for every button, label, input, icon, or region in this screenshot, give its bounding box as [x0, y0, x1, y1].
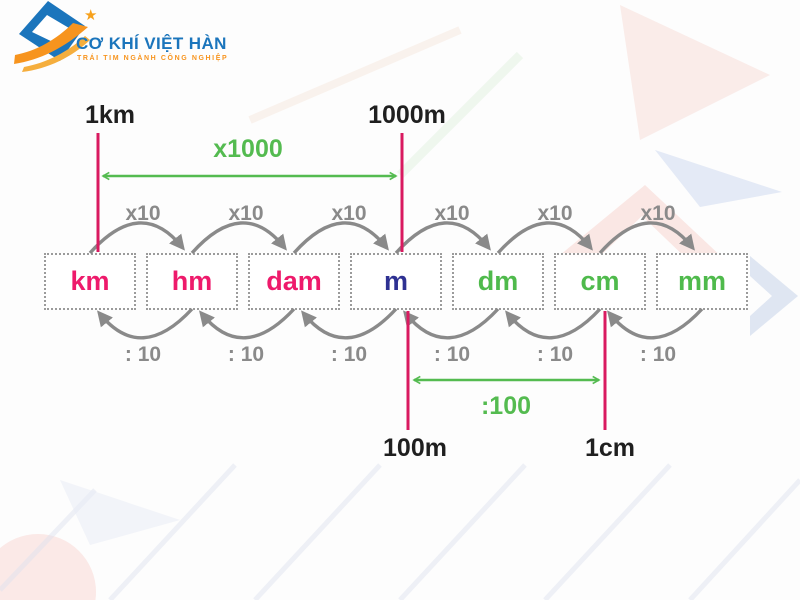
annotation-1km: 1km: [84, 101, 136, 129]
divide-10-label: : 10: [227, 343, 265, 366]
multiply-10-label: x10: [640, 202, 676, 225]
multiply-10-label: x10: [228, 202, 264, 225]
divide-10-label: : 10: [639, 343, 677, 366]
brand-logo: ★ CƠ KHÍ VIỆT HÀN TRÁI TIM NGÀNH CÔNG NG…: [12, 0, 262, 76]
decor-pencil-lines: [0, 463, 800, 600]
divide-10-label: : 10: [330, 343, 368, 366]
unit-box-m: m: [350, 253, 442, 310]
multiply-10-label: x10: [331, 202, 367, 225]
decor-circle-pink: [0, 534, 96, 600]
annotation-1000m: 1000m: [368, 101, 446, 129]
divide-10-label: : 10: [433, 343, 471, 366]
multiply-10-label: x10: [537, 202, 573, 225]
divide-10-label: : 10: [536, 343, 574, 366]
unit-label: dm: [477, 266, 519, 296]
unit-label: cm: [580, 266, 620, 296]
annotation-1cm: 1cm: [584, 434, 636, 462]
decor-triangle-gray: [60, 480, 180, 545]
annotation-100m: 100m: [383, 434, 447, 462]
decor-chevron-blue: [750, 256, 798, 336]
unit-box-hm: hm: [146, 253, 238, 310]
unit-label: dam: [266, 266, 322, 296]
divide-arc-icons: [97, 307, 704, 340]
unit-box-km: km: [44, 253, 136, 310]
multiply-10-label: x10: [434, 202, 470, 225]
decor-triangle-blue: [655, 150, 782, 207]
unit-box-mm: mm: [656, 253, 748, 310]
unit-box-cm: cm: [554, 253, 646, 310]
brand-name: CƠ KHÍ VIỆT HÀN: [76, 34, 227, 53]
annotation-div100: :100: [480, 392, 532, 420]
star-icon: ★: [84, 7, 98, 24]
unit-label: hm: [171, 266, 213, 296]
unit-box-dam: dam: [248, 253, 340, 310]
brand-logo-icon: [14, 1, 90, 72]
multiply-arc-icons: [88, 221, 695, 255]
unit-label: mm: [677, 266, 726, 296]
decor-triangle-red: [620, 5, 770, 140]
annotation-x1000: x1000: [213, 135, 283, 163]
unit-box-dm: dm: [452, 253, 544, 310]
unit-label: km: [70, 266, 110, 296]
unit-label: m: [383, 266, 408, 296]
brand-tagline: TRÁI TIM NGÀNH CÔNG NGHIỆP: [77, 55, 229, 62]
multiply-10-label: x10: [125, 202, 161, 225]
divide-10-label: : 10: [124, 343, 162, 366]
